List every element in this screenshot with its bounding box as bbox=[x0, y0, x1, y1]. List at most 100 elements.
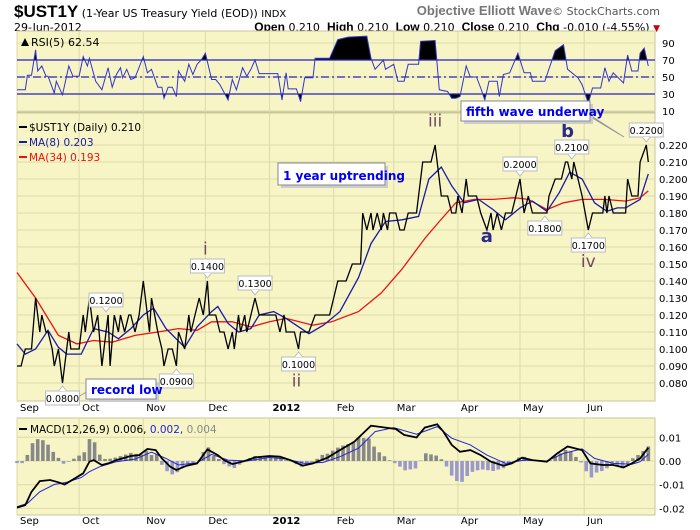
macd-histogram-bar bbox=[232, 461, 237, 469]
annotation-fifth-wave-box bbox=[460, 100, 591, 122]
value-label: 0.0800 bbox=[46, 394, 79, 405]
macd-histogram-bar bbox=[160, 461, 164, 465]
macd-histogram-bar bbox=[641, 450, 645, 461]
macd-histogram-bar bbox=[284, 460, 288, 461]
macd-histogram-bar bbox=[92, 442, 97, 461]
macd-histogram-bar bbox=[475, 461, 480, 471]
macd-histogram-bar bbox=[72, 458, 76, 461]
macd-histogram-bar bbox=[372, 446, 376, 461]
macd-histogram-bar bbox=[336, 447, 340, 461]
value-label: 0.2200 bbox=[630, 126, 663, 137]
series-line-ma8 bbox=[16, 166, 649, 355]
value-label: 0.2100 bbox=[555, 143, 588, 154]
wave-label-b: b bbox=[561, 121, 574, 142]
macd-histogram-bar bbox=[341, 445, 345, 461]
macd-histogram-bar bbox=[206, 447, 211, 461]
value-label: 0.1800 bbox=[528, 224, 561, 235]
macd-legend-value: MACD(12,26,9) 0.006, bbox=[30, 424, 150, 436]
annotation-record-low: record low bbox=[91, 383, 163, 397]
macd-legend-value: 0.004 bbox=[187, 424, 217, 436]
wave-label-iii: iii bbox=[428, 111, 442, 131]
price-tick-label: 0.180 bbox=[659, 209, 688, 220]
macd-histogram-bar bbox=[315, 458, 319, 461]
price-tick-label: 0.140 bbox=[659, 277, 688, 288]
value-label-pointer bbox=[540, 215, 550, 222]
month-tick-label: 2012 bbox=[273, 403, 301, 414]
macd-histogram-bar bbox=[470, 461, 475, 472]
macd-histogram-bar bbox=[584, 461, 589, 472]
price-tick-label: 0.200 bbox=[659, 175, 688, 186]
value-label-pointer bbox=[171, 368, 181, 375]
macd-tick-label: -0.02 bbox=[659, 504, 685, 515]
month-tick-label: 2012 bbox=[273, 516, 301, 527]
macd-histogram-bar bbox=[636, 455, 640, 461]
macd-histogram-bar bbox=[175, 461, 180, 473]
macd-histogram-bar bbox=[356, 437, 361, 461]
macd-histogram-bar bbox=[367, 438, 371, 461]
macd-histogram-bar bbox=[625, 461, 630, 464]
macd-histogram-bar bbox=[222, 461, 226, 465]
exchange: INDX bbox=[261, 9, 287, 20]
rsi-overbought-fill bbox=[17, 36, 649, 60]
macd-histogram-bar bbox=[305, 461, 309, 465]
legend-entry: MA(34) 0.193 bbox=[29, 152, 100, 164]
macd-histogram-bar bbox=[377, 452, 382, 461]
macd-histogram-bar bbox=[579, 461, 583, 463]
macd-histogram-bar bbox=[35, 439, 40, 461]
month-tick-label: Oct bbox=[82, 403, 99, 414]
macd-tick-label: 0.00 bbox=[659, 457, 681, 468]
month-tick-label: Mar bbox=[397, 403, 417, 414]
macd-line bbox=[16, 423, 650, 509]
value-label: 0.1400 bbox=[191, 262, 224, 273]
macd-histogram-bar bbox=[113, 457, 118, 461]
month-tick-label: Nov bbox=[146, 516, 166, 527]
month-tick-label: Sep bbox=[20, 516, 39, 527]
macd-histogram-bar bbox=[491, 461, 495, 471]
value-label: 0.2000 bbox=[503, 160, 536, 171]
macd-histogram-bar bbox=[66, 461, 71, 462]
macd-histogram-bar bbox=[149, 455, 154, 461]
macd-histogram-bar bbox=[30, 443, 35, 461]
value-label-pointer bbox=[58, 385, 67, 392]
price-tick-label: 0.220 bbox=[659, 141, 688, 152]
macd-tick-label: -0.01 bbox=[659, 481, 685, 492]
legend-entry: MA(8) 0.203 bbox=[29, 137, 94, 149]
macd-histogram-bar bbox=[439, 459, 444, 461]
macd-histogram-bar bbox=[51, 451, 56, 461]
value-label-pointer bbox=[101, 306, 111, 313]
wave-label-ii: ii bbox=[292, 372, 301, 392]
price-tick-label: 0.080 bbox=[659, 379, 688, 390]
value-label-pointer bbox=[203, 272, 212, 279]
month-tick-label: Jun bbox=[586, 516, 603, 527]
macd-histogram-bar bbox=[465, 461, 470, 476]
series-line-ust1y bbox=[17, 144, 649, 384]
macd-histogram-bar bbox=[486, 461, 490, 471]
macd-histogram-bar bbox=[351, 442, 356, 461]
price-tick-label: 0.210 bbox=[659, 158, 688, 169]
price-panel bbox=[16, 112, 656, 402]
macd-histogram-bar bbox=[41, 440, 45, 461]
macd-histogram-bar bbox=[455, 461, 459, 481]
wave-label-a: a bbox=[481, 226, 493, 247]
legend-entry: $UST1Y (Daily) 0.210 bbox=[29, 122, 141, 134]
month-tick-label: Mar bbox=[397, 516, 417, 527]
chart-title: $UST1Y (1-Year US Treasury Yield (EOD)) … bbox=[14, 2, 286, 22]
macd-histogram-bar bbox=[98, 454, 102, 461]
macd-histogram-bar bbox=[574, 456, 578, 461]
value-label-pointer bbox=[567, 153, 577, 160]
month-tick-label: May bbox=[523, 516, 544, 527]
macd-histogram-bar bbox=[424, 453, 428, 461]
macd-histogram-bar bbox=[449, 461, 454, 476]
macd-histogram-bar bbox=[387, 460, 392, 461]
macd-panel bbox=[16, 417, 656, 516]
macd-histogram-bar bbox=[408, 461, 413, 470]
month-tick-label: Apr bbox=[461, 516, 479, 527]
macd-histogram-bar bbox=[553, 456, 557, 461]
macd-histogram-bar bbox=[501, 461, 506, 469]
rsi-legend: RSI(5) 62.54 bbox=[31, 36, 99, 49]
macd-histogram-bar bbox=[310, 461, 314, 463]
macd-histogram-bar bbox=[263, 457, 268, 461]
macd-histogram-bar bbox=[403, 461, 407, 471]
